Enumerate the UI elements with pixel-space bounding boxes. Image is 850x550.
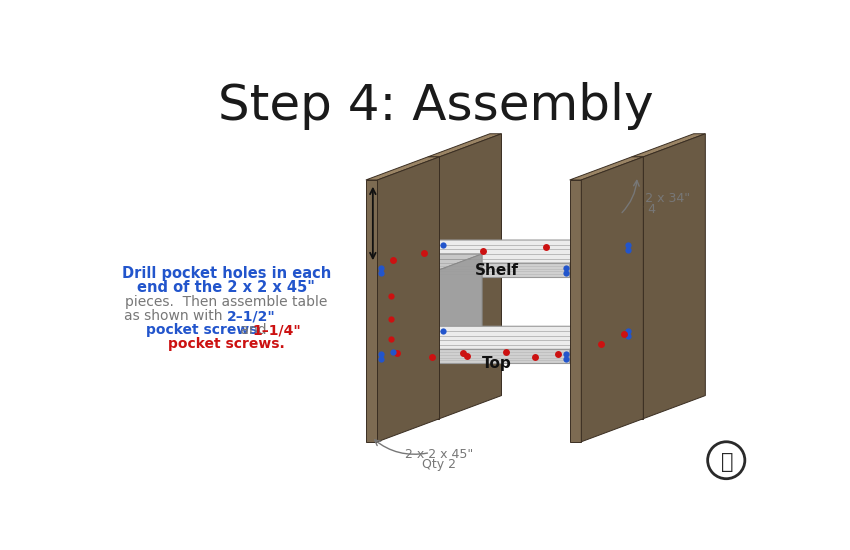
Polygon shape — [377, 157, 439, 442]
Polygon shape — [570, 157, 643, 180]
Polygon shape — [570, 326, 632, 363]
Polygon shape — [632, 134, 705, 157]
FancyBboxPatch shape — [632, 157, 643, 419]
Text: pocket screws.: pocket screws. — [168, 337, 285, 351]
Polygon shape — [377, 254, 482, 277]
Polygon shape — [570, 240, 632, 277]
Polygon shape — [420, 254, 482, 349]
Text: 2 x 2 x 34": 2 x 2 x 34" — [621, 192, 689, 205]
Text: Shelf: Shelf — [475, 262, 518, 278]
Polygon shape — [581, 157, 643, 442]
Polygon shape — [377, 240, 632, 263]
Text: end of the 2 x 2 x 45": end of the 2 x 2 x 45" — [138, 280, 315, 295]
Polygon shape — [428, 134, 502, 157]
Text: 1–1/4": 1–1/4" — [252, 323, 301, 337]
Text: and: and — [236, 323, 271, 337]
Polygon shape — [439, 134, 501, 419]
FancyBboxPatch shape — [366, 180, 377, 442]
Polygon shape — [366, 157, 439, 180]
Bar — [377, 263, 570, 277]
FancyBboxPatch shape — [570, 180, 581, 442]
Text: as shown with: as shown with — [123, 309, 226, 323]
Text: Qty 2: Qty 2 — [422, 458, 456, 471]
Bar — [377, 349, 570, 363]
Text: Drill pocket holes in each: Drill pocket holes in each — [122, 266, 331, 282]
Text: pocket screws: pocket screws — [146, 323, 258, 337]
Text: pieces.  Then assemble table: pieces. Then assemble table — [125, 295, 327, 310]
Polygon shape — [643, 134, 706, 419]
Text: Top: Top — [482, 356, 512, 371]
Bar — [377, 277, 420, 349]
Text: Step 4: Assembly: Step 4: Assembly — [218, 82, 654, 130]
Text: 13": 13" — [383, 221, 408, 235]
Text: Qty 4: Qty 4 — [621, 203, 655, 216]
Polygon shape — [377, 326, 632, 349]
Text: 2–1/2": 2–1/2" — [226, 309, 275, 323]
Text: ⛹: ⛹ — [721, 452, 734, 472]
Text: 2 x 2 x 45": 2 x 2 x 45" — [405, 448, 473, 461]
FancyBboxPatch shape — [428, 157, 439, 419]
